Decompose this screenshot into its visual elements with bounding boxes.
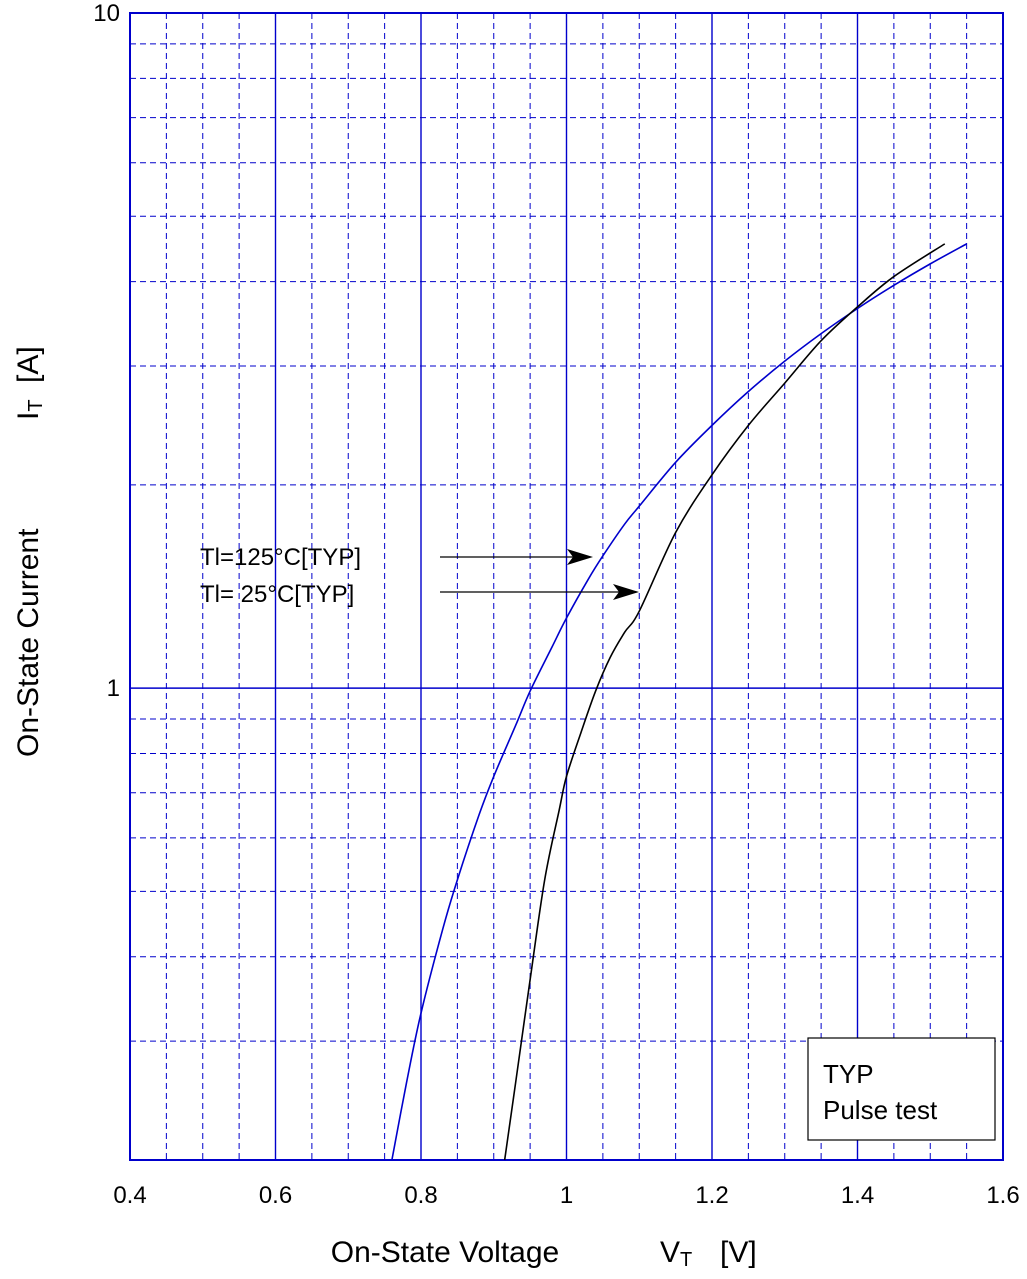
x-tick-label: 0.8 xyxy=(404,1182,437,1209)
legend-line-pulse-test: Pulse test xyxy=(823,1095,938,1125)
x-axis-symbol-main: V xyxy=(660,1236,680,1269)
legend-box xyxy=(807,1037,996,1141)
x-tick-label: 1.4 xyxy=(841,1182,874,1209)
arrow-25c-head xyxy=(613,584,639,600)
y-axis-symbol: IT xyxy=(12,399,47,420)
y-tick-label: 1 xyxy=(107,675,120,702)
x-tick-label: 0.6 xyxy=(259,1182,292,1209)
arrow-125c-head xyxy=(567,549,593,565)
series-line-125c xyxy=(391,243,968,1161)
series-line-25c xyxy=(503,243,946,1161)
y-tick-labels: 1 10 xyxy=(93,0,120,702)
y-axis-unit: [A] xyxy=(12,346,45,383)
annotation-25c: Tl= 25°C[TYP] xyxy=(200,581,354,608)
x-axis-title: On-State Voltage xyxy=(331,1236,560,1269)
plot-frame xyxy=(129,12,1004,1161)
y-tick-label: 10 xyxy=(93,0,120,27)
x-tick-labels: 0.4 0.6 0.8 1 1.2 1.4 1.6 xyxy=(113,1182,1019,1209)
grid xyxy=(130,13,1003,1160)
x-axis-unit: [V] xyxy=(720,1236,757,1269)
y-axis-symbol-main: I xyxy=(12,412,45,420)
x-tick-label: 1.6 xyxy=(986,1182,1019,1209)
x-axis-symbol: VT xyxy=(660,1236,692,1271)
annotation-arrows xyxy=(440,549,639,600)
legend-line-typ: TYP xyxy=(823,1059,874,1089)
x-tick-label: 1 xyxy=(560,1182,573,1209)
x-tick-label: 0.4 xyxy=(113,1182,146,1209)
x-axis-symbol-subscript: T xyxy=(680,1249,692,1271)
series-layer xyxy=(391,243,968,1161)
annotation-125c: Tl=125°C[TYP] xyxy=(200,544,361,571)
y-axis-symbol-subscript: T xyxy=(25,399,47,411)
y-axis-title: On-State Current xyxy=(12,528,45,757)
x-tick-label: 1.2 xyxy=(695,1182,728,1209)
